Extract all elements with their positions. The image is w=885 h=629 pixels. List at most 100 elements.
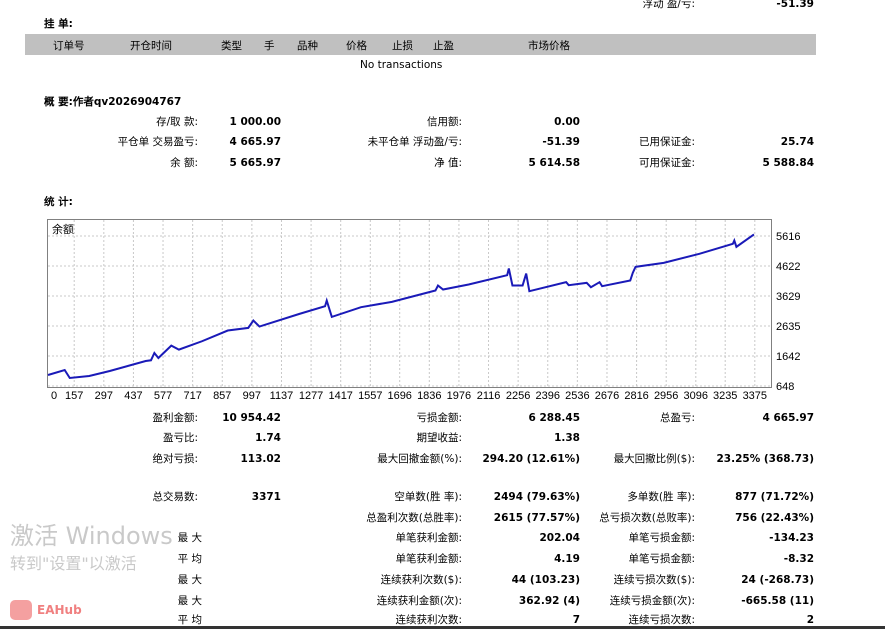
col-header: 订单号	[53, 40, 85, 52]
chart-title: 余额	[52, 222, 74, 236]
summary-label: 余 额:	[170, 157, 198, 169]
x-tick-label: 2396	[536, 390, 560, 402]
floating-pl-label: 浮动 盈/亏:	[642, 0, 695, 10]
stats-label: 单笔亏损金额:	[628, 532, 695, 544]
pending-title: 挂 单:	[44, 18, 73, 30]
stats-value: 6 288.45	[528, 412, 580, 424]
stats-value: 1.74	[255, 432, 281, 444]
summary-value: 0.00	[554, 116, 580, 128]
stats-value: -134.23	[769, 532, 814, 544]
stats-value: 3371	[251, 491, 281, 503]
x-tick-label: 3235	[713, 390, 737, 402]
x-tick-label: 297	[95, 390, 113, 402]
stats-value: 10 954.42	[222, 412, 281, 424]
stats-label: 连续亏损金额(次):	[609, 595, 695, 607]
summary-value: 5 588.84	[762, 157, 814, 169]
x-tick-label: 1557	[358, 390, 382, 402]
stats-value: 4.19	[554, 553, 580, 565]
summary-value: 5 665.97	[229, 157, 281, 169]
stats-value: 4 665.97	[762, 412, 814, 424]
x-tick-label: 0	[51, 390, 57, 402]
stats-label: 总盈利次数(总胜率):	[366, 512, 462, 524]
x-tick-label: 997	[243, 390, 261, 402]
stats-value: 294.20 (12.61%)	[482, 453, 580, 465]
stats-label: 单笔获利金额:	[395, 532, 462, 544]
stats-label: 连续获利金额(次):	[376, 595, 462, 607]
summary-label: 平仓单 交易盈亏:	[117, 136, 198, 148]
col-header: 手	[264, 40, 275, 52]
stats-label: 连续亏损次数:	[628, 614, 695, 626]
stats-label: 盈利金额:	[152, 412, 198, 424]
x-tick-label: 1137	[270, 390, 294, 402]
y-tick-label: 5616	[776, 231, 800, 243]
col-header: 价格	[346, 40, 367, 52]
x-tick-label: 1976	[447, 390, 471, 402]
x-tick-label: 2816	[624, 390, 648, 402]
summary-label: 可用保证金:	[638, 157, 695, 169]
y-tick-label: 3629	[776, 291, 800, 303]
summary-label: 存/取 款:	[156, 116, 198, 128]
stats-label: 平 均	[177, 553, 202, 565]
col-header: 类型	[221, 40, 242, 52]
stats-value: 24 (-268.73)	[741, 574, 814, 586]
summary-label: 信用额:	[426, 116, 462, 128]
col-header: 市场价格	[528, 40, 570, 52]
stats-label: 连续获利次数:	[395, 614, 462, 626]
x-tick-label: 1836	[417, 390, 441, 402]
watermark-line2: 转到"设置"以激活	[10, 554, 137, 573]
stats-value: 2494 (79.63%)	[493, 491, 580, 503]
stats-title: 统 计:	[44, 196, 73, 208]
y-tick-labels: 648 1642 2635 3629 4622 5616	[776, 231, 800, 393]
stats-label: 单笔获利金额:	[395, 553, 462, 565]
y-tick-label: 1642	[776, 351, 800, 363]
stats-value: 877 (71.72%)	[735, 491, 814, 503]
no-transactions-text: No transactions	[360, 59, 443, 71]
x-tick-label: 157	[65, 390, 83, 402]
x-tick-label: 1277	[299, 390, 323, 402]
stats-value: 44 (103.23)	[511, 574, 580, 586]
summary-title: 概 要:作者qv2026904767	[44, 96, 182, 108]
stats-label: 连续获利次数($):	[380, 574, 462, 586]
x-tick-label: 1417	[328, 390, 352, 402]
x-tick-label: 1696	[387, 390, 411, 402]
stats-value: 756 (22.43%)	[735, 512, 814, 524]
y-tick-label: 2635	[776, 321, 800, 333]
stats-label: 多单数(胜 率):	[627, 491, 695, 503]
stats-label: 最 大	[177, 574, 202, 586]
stats-label: 最 大	[177, 595, 202, 607]
stats-value: 7	[572, 614, 580, 626]
x-tick-label: 437	[124, 390, 142, 402]
x-tick-label: 717	[183, 390, 201, 402]
pending-table-header: 订单号 开仓时间 类型 手 品种 价格 止损 止盈 市场价格	[25, 34, 816, 55]
x-tick-labels: 0 157 297 437 577 717 857 997 1137 1277 1417 1557 16…	[51, 390, 767, 402]
balance-chart: 余额 0 157 297 437 577 717 857 997 1137 1277 1417 155…	[47, 219, 800, 402]
summary-value: 25.74	[780, 136, 814, 148]
stats-value: -8.32	[783, 553, 814, 565]
x-tick-label: 2116	[477, 390, 501, 402]
x-tick-label: 3375	[743, 390, 767, 402]
stats-value: -665.58 (11)	[741, 595, 814, 607]
stats-label: 期望收益:	[416, 432, 462, 444]
y-tick-label: 4622	[776, 261, 800, 273]
stats-value: 2615 (77.57%)	[493, 512, 580, 524]
eahub-logo-icon	[10, 600, 32, 620]
stats-value: 2	[806, 614, 814, 626]
stats-label: 总盈亏:	[659, 412, 695, 424]
x-tick-label: 2956	[654, 390, 678, 402]
stats-value: 362.92 (4)	[518, 595, 580, 607]
x-tick-label: 857	[213, 390, 231, 402]
balance-line	[47, 233, 755, 380]
x-tick-label: 577	[154, 390, 172, 402]
bottom-border	[0, 626, 885, 629]
summary-label: 已用保证金:	[638, 136, 695, 148]
summary-value: -51.39	[542, 136, 580, 148]
stats-label: 总交易数:	[152, 491, 198, 503]
summary-value: 4 665.97	[229, 136, 281, 148]
summary-label: 未平仓单 浮动盈/亏:	[367, 136, 462, 148]
x-tick-label: 2676	[595, 390, 619, 402]
watermark-line1: 激活 Windows	[10, 522, 173, 550]
x-tick-label: 3096	[684, 390, 708, 402]
stats-label: 单笔亏损金额:	[628, 553, 695, 565]
summary-value: 1 000.00	[229, 116, 281, 128]
col-header: 开仓时间	[130, 40, 172, 52]
